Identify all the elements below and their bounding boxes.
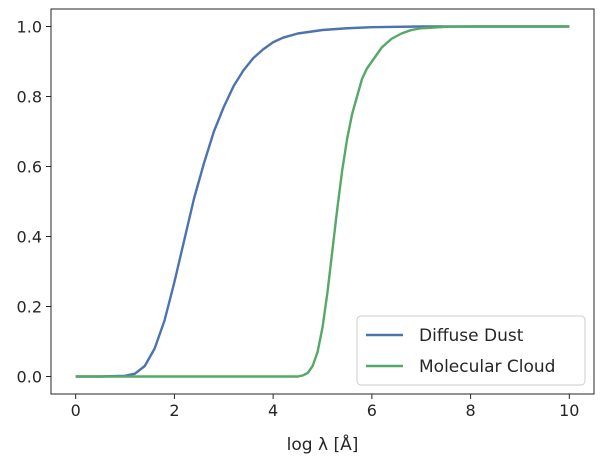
x-tick-label: 10 — [559, 401, 579, 420]
series-lines — [75, 25, 570, 378]
series-line-1 — [75, 25, 570, 378]
legend: Diffuse Dust Molecular Cloud — [356, 315, 586, 386]
series-line-0 — [75, 25, 570, 378]
y-tick-label: 0.4 — [17, 228, 42, 247]
legend-label: Molecular Cloud — [419, 357, 555, 377]
legend-box — [356, 315, 586, 386]
x-tick-label: 4 — [268, 401, 278, 420]
y-tick-label: 0.6 — [17, 158, 42, 177]
y-tick-label: 1.0 — [17, 18, 42, 37]
y-tick-label: 0.0 — [17, 368, 42, 387]
axis-ticks: 0 2 4 6 8 10 0.0 0.2 0.4 0.6 0.8 1.0 — [17, 18, 580, 421]
x-tick-label: 6 — [367, 401, 377, 420]
x-axis-label: log λ [Å] — [287, 433, 359, 455]
x-tick-label: 8 — [465, 401, 475, 420]
plot-area-frame — [50, 8, 595, 395]
x-tick-label: 2 — [169, 401, 179, 420]
y-tick-label: 0.2 — [17, 298, 42, 317]
x-tick-label: 0 — [71, 401, 81, 420]
legend-label: Diffuse Dust — [419, 326, 524, 346]
y-tick-label: 0.8 — [17, 88, 42, 107]
